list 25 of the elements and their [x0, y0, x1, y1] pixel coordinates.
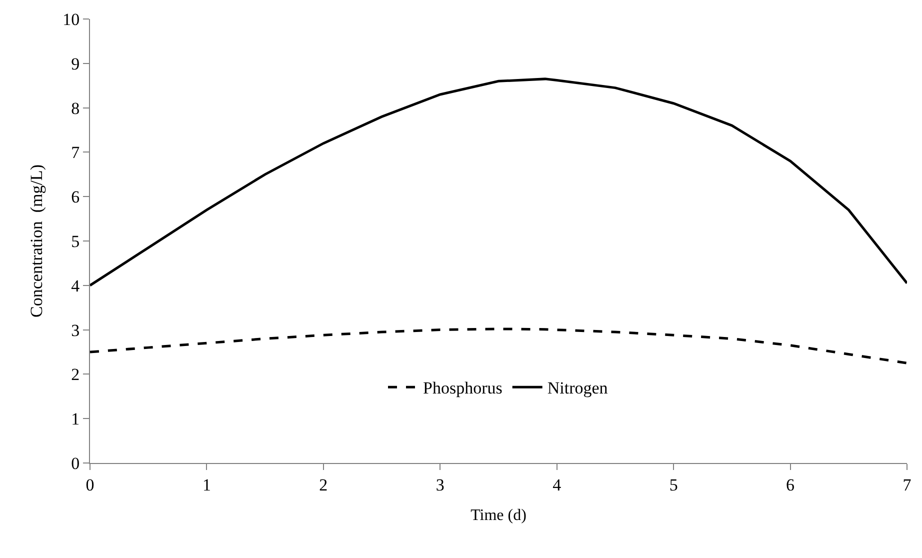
x-tick-label: 1: [202, 475, 211, 494]
x-tick-label: 6: [786, 475, 795, 494]
line-series: [90, 78, 907, 287]
legend-label: Phosphorus: [423, 378, 502, 398]
y-tick-label: 8: [71, 98, 80, 118]
y-tick-label: 3: [71, 320, 80, 340]
x-axis-title: Time (d): [470, 507, 526, 524]
line-series: [90, 328, 907, 364]
y-axis-title: Concentration (mg/L): [27, 164, 46, 318]
x-tick-label: 0: [86, 475, 94, 494]
y-tick-label: 1: [71, 410, 80, 429]
y-tick-label: 9: [71, 54, 80, 74]
legend-label: Nitrogen: [547, 378, 608, 398]
y-tick-label: 4: [71, 276, 80, 296]
x-tick-label: 5: [669, 475, 678, 494]
y-tick-label: 10: [62, 10, 80, 29]
x-tick-label: 3: [436, 475, 444, 494]
x-tick-label: 4: [552, 475, 562, 494]
y-tick-label: 6: [71, 188, 80, 207]
y-tick-label: 0: [71, 454, 80, 473]
x-tick-label: 2: [319, 475, 328, 494]
y-tick-label: 7: [71, 143, 80, 162]
y-tick-label: 5: [71, 232, 80, 251]
y-tick-label: 2: [71, 365, 80, 384]
x-tick-label: 7: [902, 475, 912, 494]
